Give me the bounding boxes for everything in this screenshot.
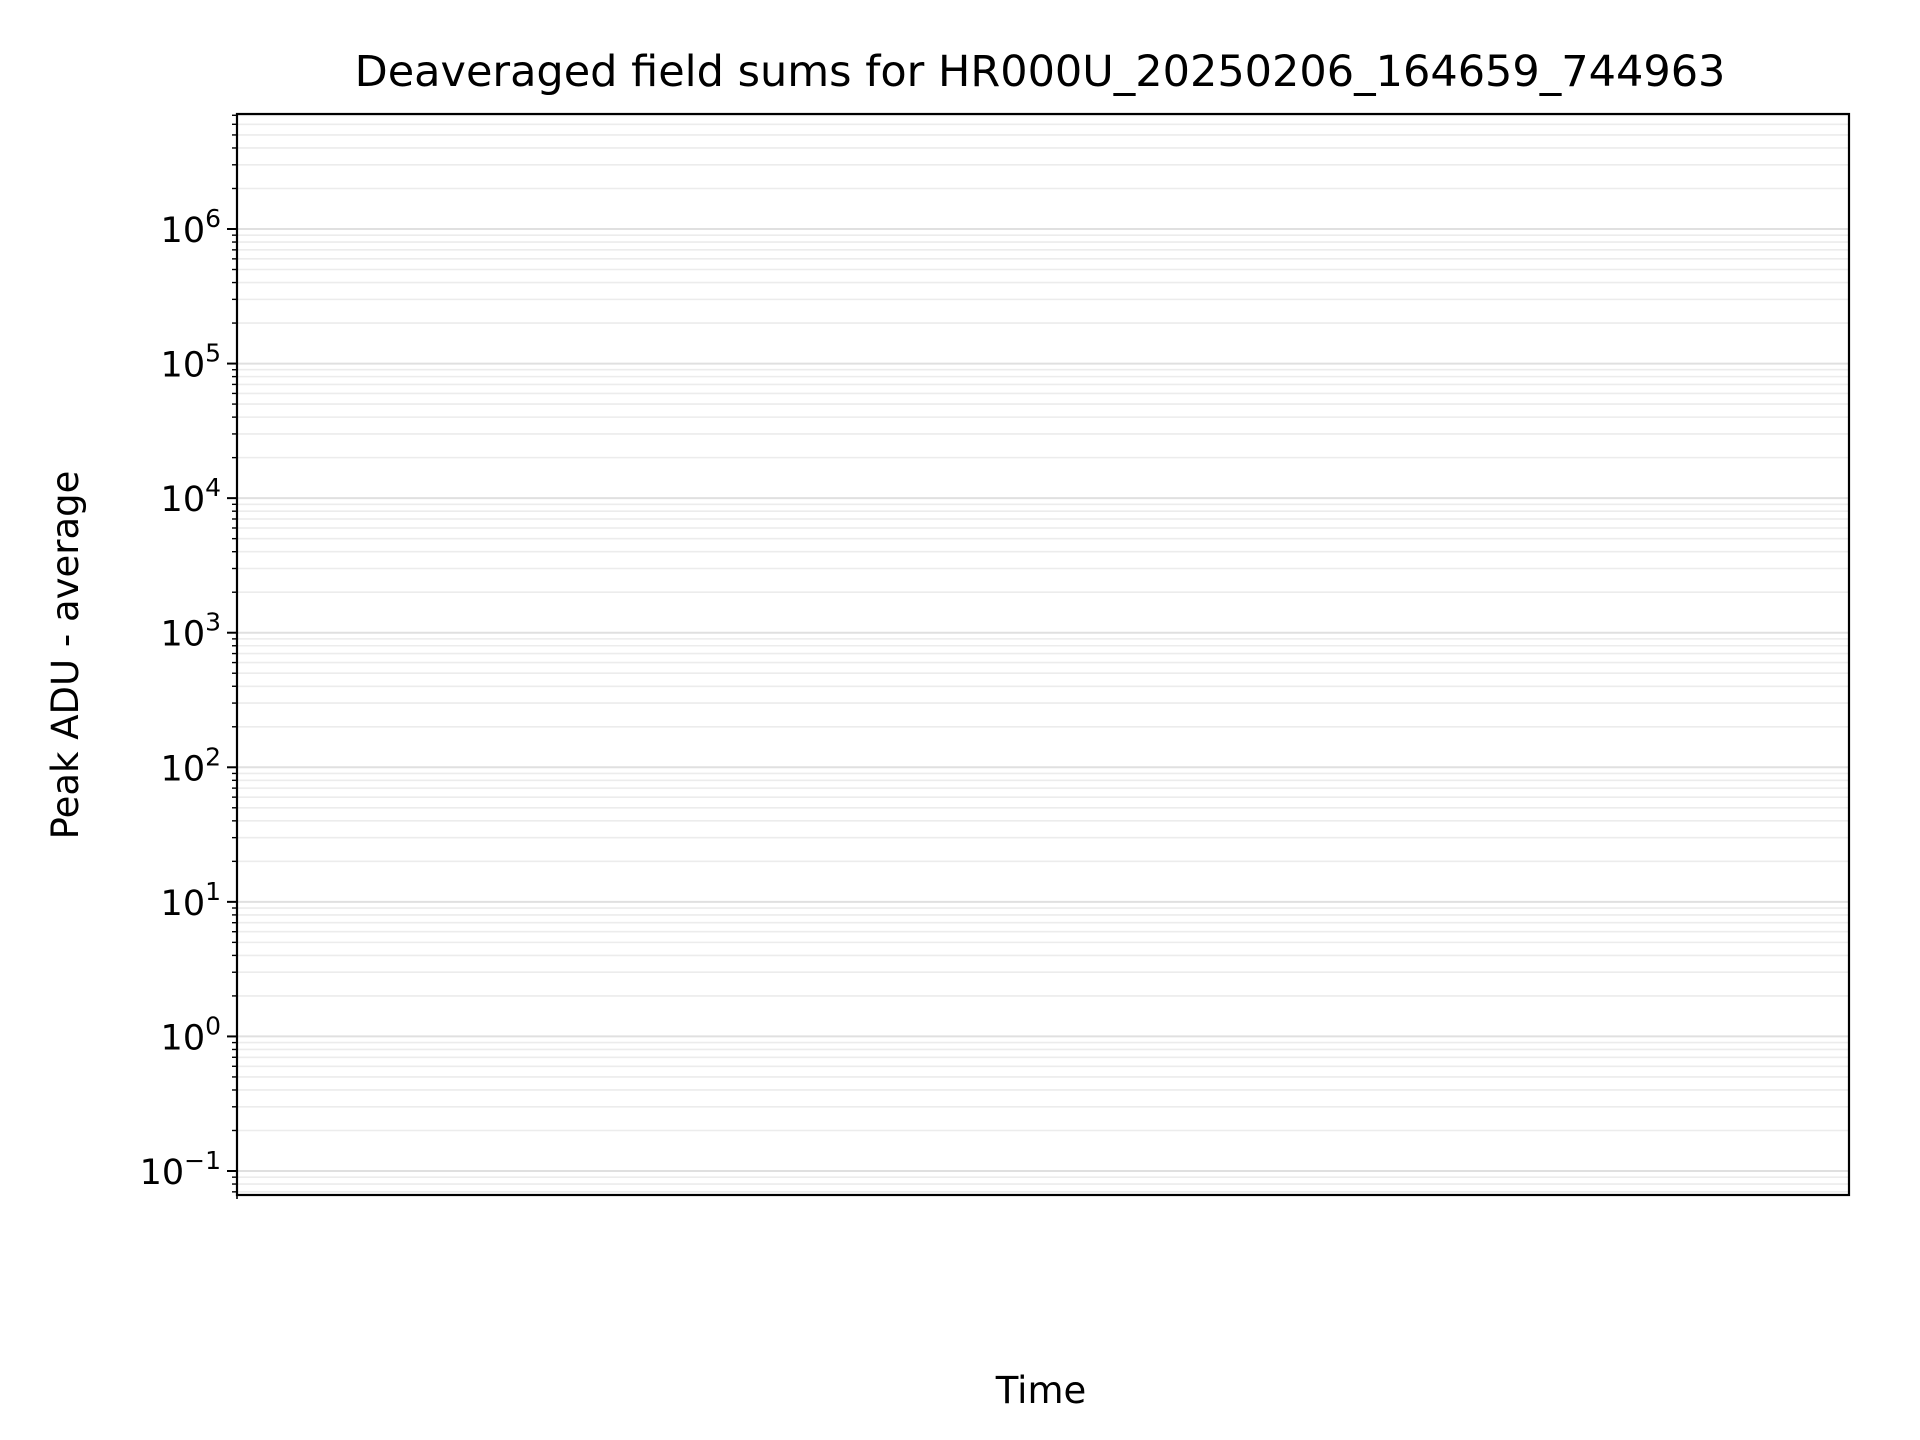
- y-tick-label: 102: [161, 742, 221, 789]
- chart-title: Deaveraged field sums for HR000U_2025020…: [355, 47, 1726, 97]
- ticks: 06 17:0106 17:1606 17:3106 17:4606 18:01…: [140, 114, 237, 1193]
- y-tick-label: 100: [161, 1011, 221, 1058]
- grid: [237, 114, 1849, 1193]
- y-tick-label: 105: [161, 339, 221, 386]
- x-axis-label: Time: [995, 1369, 1087, 1412]
- y-tick-label: 101: [161, 877, 221, 924]
- y-axis-label: Peak ADU - average: [44, 471, 87, 840]
- y-tick-label: 106: [161, 204, 221, 251]
- y-tick-label: 103: [161, 608, 221, 655]
- y-tick-label: 104: [161, 473, 221, 520]
- plot-frame: [235, 112, 1851, 1197]
- y-tick-label: 10−1: [140, 1146, 221, 1193]
